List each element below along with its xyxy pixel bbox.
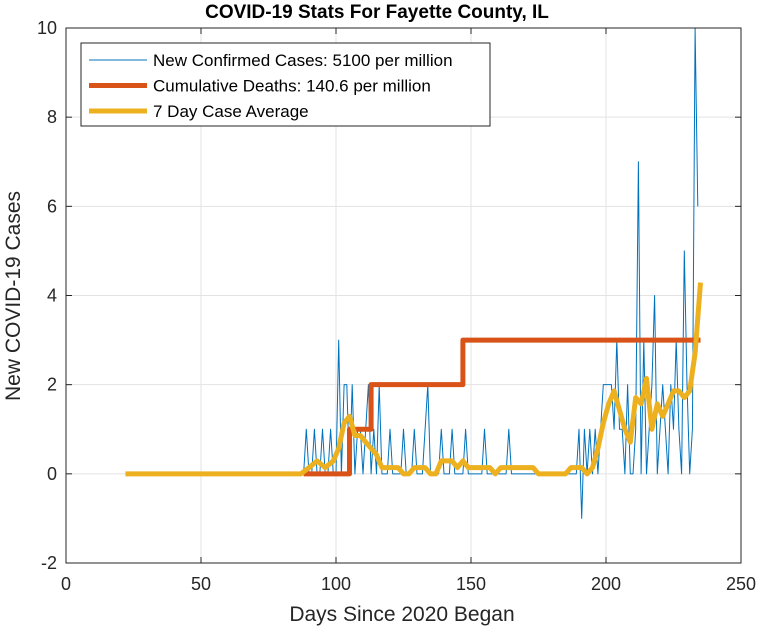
x-tick-label: 200	[591, 574, 621, 594]
y-axis-label: New COVID-19 Cases	[2, 191, 25, 401]
legend-box	[80, 42, 491, 127]
x-axis-ticks: 0 50 100 150 200 250	[61, 28, 756, 594]
x-tick-label: 250	[726, 574, 756, 594]
x-axis-label: Days Since 2020 Began	[289, 603, 514, 626]
y-tick-label: 0	[47, 464, 57, 484]
x-tick-label: 50	[191, 574, 211, 594]
series-line-3	[125, 282, 703, 477]
series-group	[125, 28, 703, 519]
legend-entry: New Confirmed Cases: 5100 per million	[153, 51, 453, 70]
y-tick-label: 6	[47, 196, 57, 216]
plot-border	[65, 27, 742, 564]
legend: New Confirmed Cases: 5100 per million Cum…	[80, 42, 491, 127]
x-tick-label: 150	[456, 574, 486, 594]
y-tick-label: 10	[37, 18, 57, 38]
legend-entry: 7 Day Case Average	[153, 102, 309, 121]
legend-entry: Cumulative Deaths: 140.6 per million	[153, 77, 431, 96]
chart-title: COVID-19 Stats For Fayette County, IL	[205, 2, 549, 23]
y-tick-label: 4	[47, 286, 57, 306]
series-line-2	[303, 337, 701, 477]
y-tick-label: 8	[47, 107, 57, 127]
x-tick-label: 0	[61, 574, 71, 594]
y-tick-label: -2	[41, 553, 57, 573]
x-tick-label: 100	[321, 574, 351, 594]
y-tick-label: 2	[47, 375, 57, 395]
y-axis-ticks: -2 0 2 4 6 8 10	[37, 18, 741, 573]
